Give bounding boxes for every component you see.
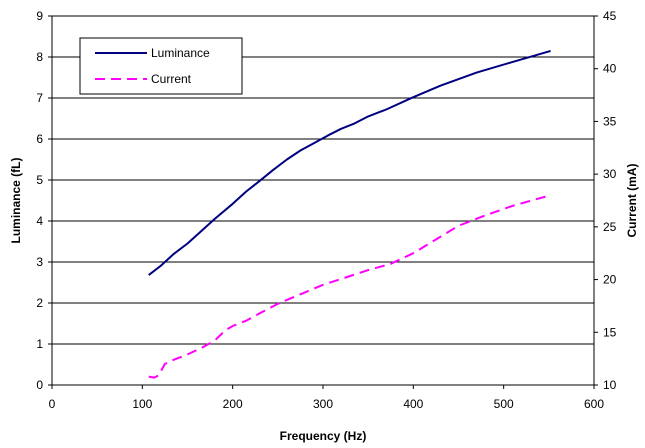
y2-tick-label: 10 — [603, 378, 617, 392]
x-tick-label: 400 — [403, 397, 423, 411]
y-tick-label: 5 — [36, 173, 43, 187]
x-tick-label: 100 — [132, 397, 152, 411]
x-tick-label: 500 — [494, 397, 514, 411]
series-lines — [148, 49, 551, 379]
y-tick-label: 4 — [36, 214, 43, 228]
y2-tick-label: 20 — [603, 273, 617, 287]
x-tick-label: 200 — [223, 397, 243, 411]
y-tick-label: 2 — [36, 296, 43, 310]
y-tick-label: 7 — [36, 91, 43, 105]
x-tick-label: 300 — [313, 397, 333, 411]
legend-box — [79, 37, 243, 95]
legend: Luminance Current — [79, 37, 243, 95]
y2-tick-label: 40 — [603, 62, 617, 76]
y-tick-label: 3 — [36, 255, 43, 269]
y2-tick-label: 25 — [603, 220, 617, 234]
series-line-luminance — [148, 49, 551, 276]
y2-tick-label: 45 — [603, 9, 617, 23]
y2-axis-title: Current (mA) — [625, 163, 639, 237]
y2-tick-label: 35 — [603, 114, 617, 128]
y-tick-label: 6 — [36, 132, 43, 146]
y-tick-label: 1 — [36, 337, 43, 351]
y2-tick-label: 30 — [603, 167, 617, 181]
y-tick-label: 8 — [36, 50, 43, 64]
series-line-current — [148, 194, 551, 379]
legend-label-current: Current — [151, 72, 192, 86]
x-tick-label: 600 — [584, 397, 604, 411]
y2-tick-label: 15 — [603, 325, 617, 339]
y-axis-title: Luminance (fL) — [9, 157, 23, 243]
legend-label-luminance: Luminance — [151, 46, 210, 60]
x-axis-title: Frequency (Hz) — [280, 429, 367, 443]
x-tick-label: 0 — [49, 397, 56, 411]
y-tick-label: 9 — [36, 9, 43, 23]
y-tick-label: 0 — [36, 378, 43, 392]
